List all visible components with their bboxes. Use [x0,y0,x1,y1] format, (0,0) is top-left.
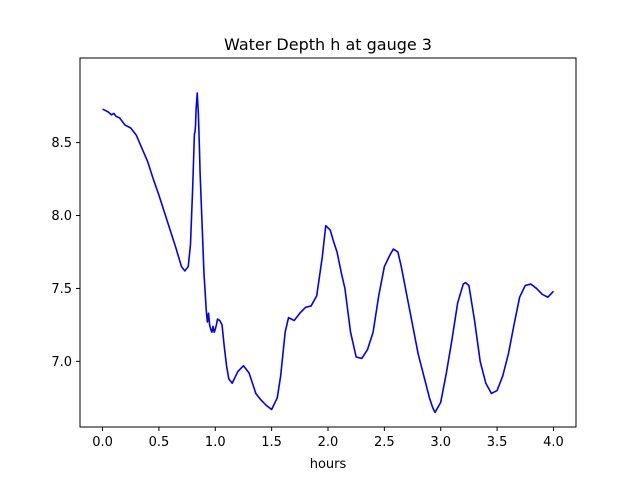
chart-title: Water Depth h at gauge 3 [224,35,432,54]
x-tick-label: 3.5 [487,435,508,450]
x-tick-label: 1.5 [261,435,282,450]
x-tick-label: 4.0 [543,435,564,450]
x-tick-label: 1.0 [205,435,226,450]
y-tick-label: 7.5 [51,282,72,297]
y-tick-label: 8.5 [51,136,72,151]
y-tick-label: 8.0 [51,209,72,224]
x-tick-label: 2.0 [318,435,339,450]
y-tick-label: 7.0 [51,355,72,370]
y-axis: 7.0 7.5 8.0 8.5 [51,136,80,370]
x-tick-label: 0.0 [92,435,113,450]
plot-area-frame [79,57,577,428]
x-tick-label: 3.0 [430,435,451,450]
x-tick-label: 2.5 [374,435,395,450]
x-axis: 0.0 0.5 1.0 1.5 2.0 2.5 3.0 3.5 4.0 [92,427,564,450]
series-line-0 [102,92,555,414]
x-axis-label: hours [310,457,347,472]
x-tick-label: 0.5 [149,435,170,450]
